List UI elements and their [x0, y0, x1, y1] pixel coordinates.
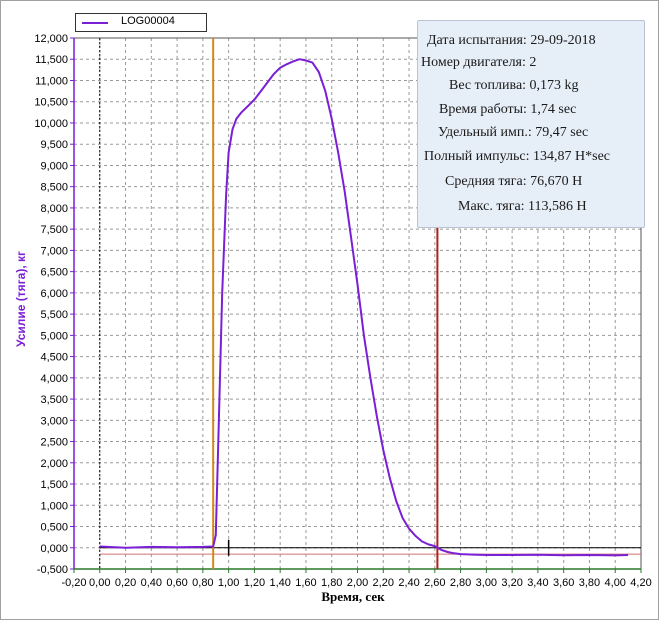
- x-tick-label: 1,40: [269, 577, 290, 589]
- y-tick-label: 0,500: [40, 522, 68, 534]
- y-tick-label: 6,500: [40, 267, 68, 279]
- test-date-row: Дата испытания: 29-09-2018: [427, 33, 596, 48]
- x-tick-label: 1,00: [218, 577, 239, 589]
- y-tick-label: 8,000: [40, 203, 68, 215]
- total-impulse-row: Полный импульс: 134,87 Н*sec: [424, 149, 610, 164]
- x-tick-label: 3,80: [579, 577, 600, 589]
- x-tick-label: 4,20: [630, 577, 651, 589]
- y-tick-label: 2,500: [40, 437, 68, 449]
- specific-impulse-row: Удельный имп.: 79,47 sec: [438, 125, 589, 140]
- x-tick-label: 3,20: [501, 577, 522, 589]
- y-tick-label: 1,500: [40, 479, 68, 491]
- y-tick-label: 5,000: [40, 330, 68, 342]
- x-tick-label: 3,40: [527, 577, 548, 589]
- y-tick-label: 5,500: [40, 309, 68, 321]
- y-tick-label: 0,000: [40, 543, 68, 555]
- y-axis-label: Усилие (тяга), кг: [14, 251, 28, 347]
- y-tick-label: 11,000: [35, 75, 68, 87]
- x-tick-label: 3,00: [476, 577, 497, 589]
- burn-time-row: Время работы: 1,74 sec: [439, 102, 577, 117]
- y-tick-label: 12,000: [34, 33, 68, 45]
- y-tick-label: 7,000: [40, 245, 68, 257]
- x-tick-label: 0,00: [89, 577, 110, 589]
- x-tick-label: -0,20: [61, 577, 86, 589]
- y-tick-label: 10,000: [34, 118, 68, 130]
- x-tick-label: 4,00: [605, 577, 626, 589]
- max-thrust-row: Макс. тяга: 113,586 Н: [458, 199, 587, 214]
- legend-line-swatch: [82, 22, 108, 24]
- engine-number-row: Номер двигателя: 2: [421, 55, 537, 70]
- y-tick-label: 11,500: [35, 54, 68, 66]
- fuel-weight-row: Вес топлива: 0,173 kg: [449, 78, 579, 93]
- x-tick-label: 2,60: [424, 577, 445, 589]
- y-tick-label: 7,500: [40, 224, 68, 236]
- y-tick-label: -0,500: [37, 564, 68, 576]
- x-tick-label: 2,80: [450, 577, 471, 589]
- x-tick-label: 1,60: [295, 577, 316, 589]
- x-tick-label: 2,00: [347, 577, 368, 589]
- legend: LOG00004: [75, 13, 207, 32]
- y-tick-label: 1,000: [40, 500, 68, 512]
- y-tick-label: 9,500: [40, 139, 68, 151]
- average-thrust-row: Средняя тяга: 76,670 Н: [445, 174, 583, 189]
- y-tick-label: 9,000: [40, 160, 68, 172]
- x-tick-label: 2,20: [373, 577, 394, 589]
- series-line: [99, 58, 629, 557]
- x-tick-label: 2,40: [398, 577, 419, 589]
- y-tick-label: 2,000: [40, 458, 68, 470]
- x-tick-label: 1,20: [244, 577, 265, 589]
- x-tick-label: 0,20: [115, 577, 136, 589]
- y-tick-label: 4,000: [40, 373, 68, 385]
- y-tick-label: 3,500: [40, 394, 68, 406]
- y-tick-label: 4,500: [40, 352, 68, 364]
- y-tick-label: 10,500: [34, 97, 68, 109]
- x-tick-label: 0,80: [192, 577, 213, 589]
- y-tick-label: 8,500: [40, 182, 68, 194]
- x-tick-label: 0,40: [141, 577, 162, 589]
- x-tick-label: 3,60: [553, 577, 574, 589]
- y-tick-label: 3,000: [40, 415, 68, 427]
- x-tick-label: 0,60: [166, 577, 187, 589]
- legend-series-label: LOG00004: [121, 15, 175, 27]
- test-info-panel: Дата испытания: 29-09-2018 Номер двигате…: [417, 20, 645, 228]
- x-tick-label: 1,80: [321, 577, 342, 589]
- x-axis-label: Время, сек: [321, 589, 385, 604]
- y-tick-label: 6,000: [40, 288, 68, 300]
